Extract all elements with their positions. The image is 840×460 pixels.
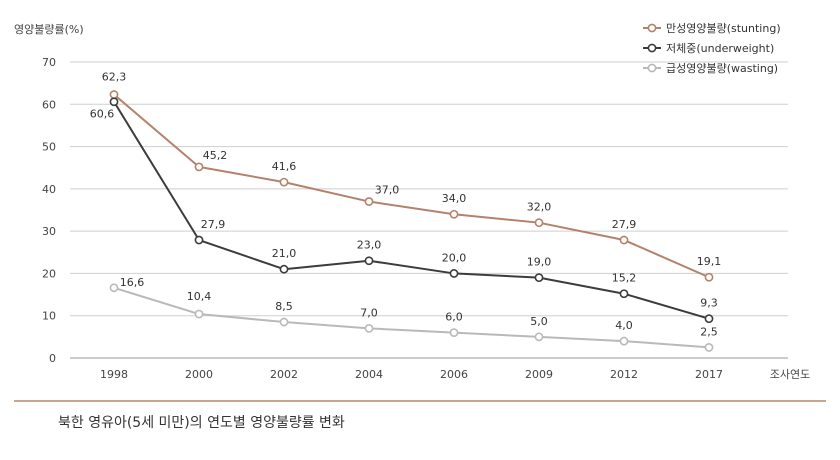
series-line-1	[113, 93, 710, 279]
data-point	[534, 218, 544, 228]
x-tick-label: 2012	[610, 368, 638, 381]
x-tick-label: 2000	[185, 368, 213, 381]
y-axis-title: 영양불량률(%)	[14, 23, 84, 36]
data-label: 27,9	[201, 218, 226, 231]
data-label: 4,0	[615, 319, 633, 332]
x-tick-label: 2004	[355, 368, 383, 381]
data-point	[364, 323, 374, 333]
data-point	[534, 332, 544, 342]
x-tick-label: 2017	[695, 368, 723, 381]
x-tick-label: 2006	[440, 368, 468, 381]
series-line-2	[113, 101, 710, 320]
data-point	[364, 197, 374, 206]
x-axis-title: 조사연도	[770, 368, 810, 381]
data-label: 15,2	[612, 272, 637, 285]
data-label: 5,0	[530, 315, 548, 328]
data-label: 2,5	[700, 325, 718, 338]
data-label: 6,0	[445, 311, 463, 324]
data-label: 23,0	[357, 239, 382, 252]
x-tick-label: 1998	[100, 368, 128, 381]
data-label: 21,0	[272, 247, 297, 260]
data-label: 10,4	[187, 290, 212, 303]
data-label: 16,6	[120, 276, 145, 289]
legend-marker	[647, 23, 657, 33]
data-point	[279, 177, 289, 187]
data-point	[109, 97, 119, 107]
data-point	[619, 289, 629, 299]
x-tick-label: 2002	[270, 368, 298, 381]
data-label: 41,6	[272, 160, 297, 173]
y-tick-label: 0	[49, 352, 56, 365]
data-point	[194, 309, 204, 319]
y-tick-label: 50	[42, 141, 56, 154]
y-tick-label: 60	[42, 98, 56, 111]
x-tick-label: 2009	[525, 368, 553, 381]
data-point	[449, 269, 459, 278]
data-label: 7,0	[360, 306, 378, 319]
data-point	[109, 90, 119, 99]
data-label: 19,1	[697, 255, 722, 268]
data-point	[194, 162, 204, 172]
legend-label: 저체중(underweight)	[666, 42, 774, 55]
figure-caption: 북한 영유아(5세 미만)의 연도별 영양불량률 변화	[58, 415, 345, 431]
y-tick-label: 40	[42, 183, 56, 196]
data-label: 60,6	[90, 108, 115, 121]
data-label: 37,0	[375, 184, 400, 197]
y-tick-label: 70	[42, 56, 56, 69]
line-chart: 0 10 20 30 40 50 60 70 영양불량률(%) 1998 2000 2002 2004 2…	[14, 22, 810, 381]
data-point	[619, 336, 629, 346]
data-point	[449, 209, 459, 219]
caption-divider	[14, 400, 826, 402]
chart: 0 10 20 30 40 50 60 70 영양불량률(%) 1998 2000 2002 2004 2…	[14, 22, 810, 381]
data-point	[704, 272, 714, 282]
data-point	[534, 273, 544, 283]
y-tick-label: 30	[42, 225, 56, 238]
data-label: 34,0	[442, 192, 467, 205]
y-tick-label: 20	[42, 267, 56, 280]
data-point	[279, 264, 289, 274]
data-point	[619, 235, 629, 245]
data-point	[449, 328, 459, 338]
data-label: 20,0	[442, 251, 467, 264]
data-point	[704, 314, 714, 324]
data-label: 45,2	[203, 149, 228, 162]
data-label: 62,3	[102, 71, 127, 84]
data-point	[109, 283, 119, 293]
data-label: 32,0	[527, 201, 552, 214]
data-label: 8,5	[275, 300, 293, 313]
legend-marker	[647, 63, 657, 73]
data-point	[364, 256, 374, 266]
legend-marker	[647, 43, 657, 53]
legend-label: 급성영양불량(wasting)	[666, 62, 778, 75]
y-tick-label: 10	[42, 310, 56, 323]
data-point	[194, 235, 204, 245]
data-label: 19,0	[527, 256, 552, 269]
data-label: 27,9	[612, 218, 637, 231]
data-point	[279, 317, 289, 327]
data-label: 9,3	[700, 297, 718, 310]
legend-label: 만성영양불량(stunting)	[666, 22, 781, 35]
series-line-3	[113, 286, 710, 349]
data-point	[704, 343, 714, 352]
